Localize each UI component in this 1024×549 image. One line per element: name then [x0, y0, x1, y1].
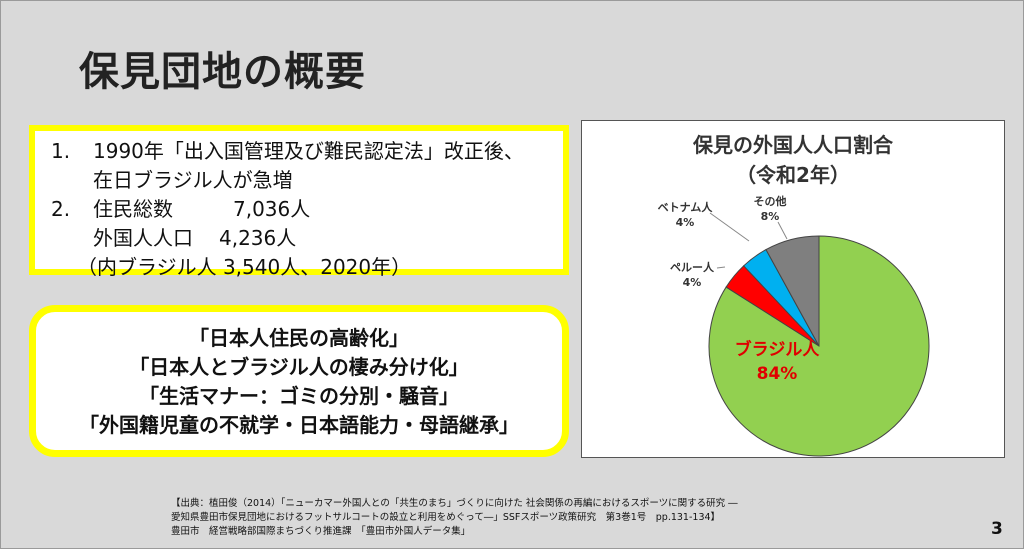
pie-chart-panel: 保見の外国人人口割合 （令和2年） ブラジル人 84% ペルー人 4% ベトナム人 4% そ… — [581, 120, 1005, 458]
foreign-population-label: 外国人人口 — [93, 226, 193, 250]
pie-slice-3 — [765, 235, 820, 347]
item-text: 1990年「出入国管理及び難民認定法」改正後、 — [93, 139, 524, 163]
chart-title: 保見の外国人人口割合 — [693, 133, 893, 157]
foreign-population-value: 4,236人 — [219, 226, 297, 250]
item-number: 1. — [51, 139, 71, 163]
slice-label-vietnam: ベトナム人 — [658, 200, 714, 214]
item-text: 在日ブラジル人が急増 — [93, 168, 293, 192]
slice-value-other: 8% — [761, 210, 780, 223]
slice-value-brazil: 84% — [757, 364, 798, 384]
slice-label-other: その他 — [754, 194, 787, 208]
item-number: 2. — [51, 197, 71, 221]
overview-item-1: 1. 1990年「出入国管理及び難民認定法」改正後、 — [51, 137, 549, 166]
overview-box: 1. 1990年「出入国管理及び難民認定法」改正後、 在日ブラジル人が急増 2. 住… — [29, 125, 569, 279]
citation-line: 豊田市 経営戦略部国際まちづくり推進課 「豊田市外国人データ集」 — [171, 526, 471, 537]
chart-subtitle: （令和2年） — [736, 163, 850, 187]
total-residents-label: 住民総数 — [93, 197, 173, 221]
slide-title: 保見団地の概要 — [79, 49, 366, 95]
issue-line: 「日本人とブラジル人の棲み分け化」 — [129, 355, 469, 379]
brazilian-population-note: （内ブラジル人 3,540人、2020年） — [77, 255, 412, 279]
source-citation: 【出典：植田俊（2014）「ニューカマー外国人との「共生のまち」づくりに向けた … — [171, 497, 738, 539]
overview-item-1-cont: 在日ブラジル人が急増 — [51, 166, 549, 195]
total-residents-value: 7,036人 — [233, 197, 311, 221]
issue-line: 「外国籍児童の不就学・日本語能力・母語継承」 — [79, 413, 519, 437]
issue-line: 「生活マナー：ゴミの分別・騒音」 — [139, 384, 459, 408]
issues-box: 「日本人住民の高齢化」 「日本人とブラジル人の棲み分け化」 「生活マナー：ゴミの… — [29, 305, 569, 457]
page-number: 3 — [991, 519, 1003, 539]
slice-value-vietnam: 4% — [676, 216, 695, 229]
pie-chart: ブラジル人 84% ペルー人 4% ベトナム人 4% その他 8% — [658, 194, 930, 457]
slice-label-brazil: ブラジル人 — [735, 339, 821, 360]
leader-line-vietnam — [709, 212, 750, 242]
issue-line: 「日本人住民の高齢化」 — [189, 326, 409, 350]
leader-line-other — [777, 221, 788, 240]
citation-line: 【出典：植田俊（2014）「ニューカマー外国人との「共生のまち」づくりに向けた … — [171, 498, 738, 509]
leader-line-peru — [716, 266, 726, 269]
overview-item-2: 2. 住民総数 7,036人 — [51, 195, 549, 224]
slice-label-peru: ペルー人 — [670, 260, 715, 274]
citation-line: 愛知県豊田市保見団地におけるフットサルコートの設立と利用をめぐって―」SSFスポ… — [171, 512, 721, 523]
overview-item-2-foreign: 外国人人口 4,236人 — [51, 224, 549, 253]
overview-item-2-brazil: （内ブラジル人 3,540人、2020年） — [51, 253, 549, 282]
slice-value-peru: 4% — [683, 276, 702, 289]
